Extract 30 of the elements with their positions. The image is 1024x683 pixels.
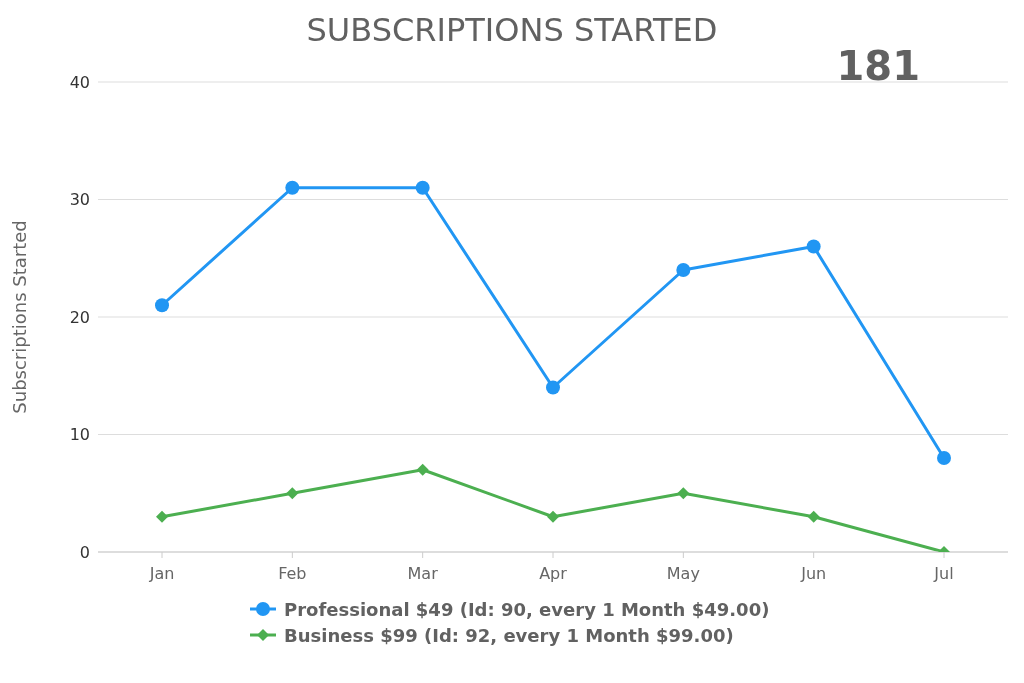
point xyxy=(286,487,299,500)
point xyxy=(155,298,169,313)
x-tick-label: Jul xyxy=(933,564,954,584)
point xyxy=(416,463,429,476)
point xyxy=(415,180,430,195)
y-tick-label: 30 xyxy=(69,190,90,210)
y-tick-label: 0 xyxy=(79,542,90,562)
point xyxy=(937,451,951,465)
point xyxy=(547,510,559,523)
x-tick-label: Jan xyxy=(148,564,175,584)
point xyxy=(806,239,821,254)
x-tick-label: May xyxy=(666,564,700,584)
y-tick-label: 20 xyxy=(69,307,90,327)
point xyxy=(285,180,300,195)
annotation: 181 xyxy=(836,43,920,89)
chart-title: SUBSCRIPTIONS STARTED xyxy=(306,11,718,49)
point xyxy=(676,263,691,277)
x-tick-label: Jun xyxy=(800,564,827,584)
point xyxy=(807,510,820,523)
y-tick-label: 10 xyxy=(69,425,90,445)
point xyxy=(546,380,560,395)
y-axis-title: Subscriptions Started xyxy=(9,220,31,414)
y-tick-label: 40 xyxy=(69,72,90,92)
legend-label: Professional $49 (Id: 90, every 1 Month $49.00) xyxy=(284,598,770,620)
x-tick-label: Apr xyxy=(539,564,568,584)
point xyxy=(156,510,168,523)
x-tick-label: Mar xyxy=(407,564,439,584)
legend-label: Business $99 (Id: 92, every 1 Month $99.00) xyxy=(284,624,734,646)
x-tick-label: Feb xyxy=(278,564,307,584)
point xyxy=(677,487,690,500)
